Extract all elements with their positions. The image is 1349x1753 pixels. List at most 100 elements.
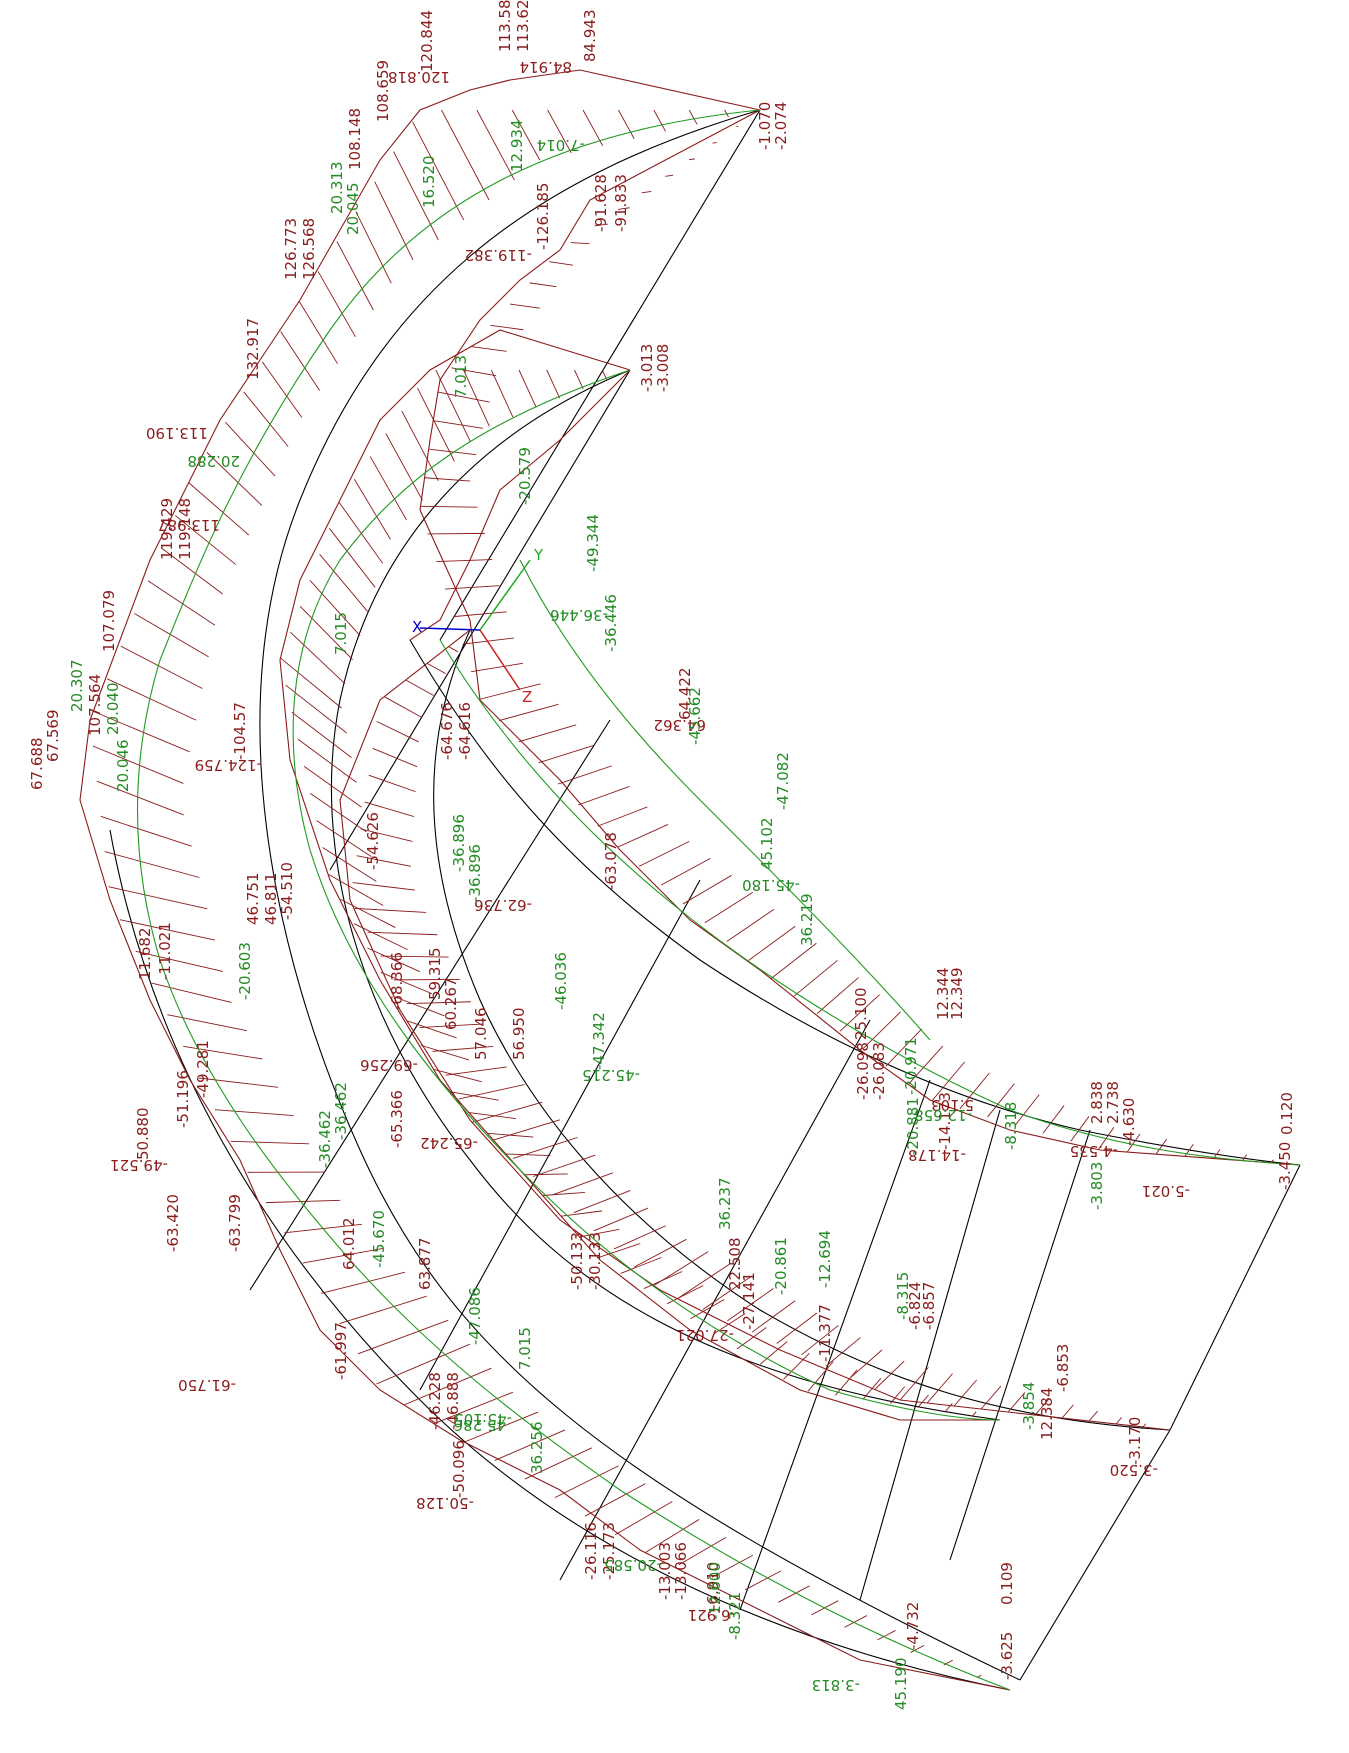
hatch-line [778,1585,810,1603]
value-label: -12.600 [706,1562,724,1620]
hatch-line [546,369,561,399]
hatch-line [593,1207,649,1232]
hatch-line [316,820,372,858]
axis-y-label: Y [533,546,544,564]
hatch-line [92,745,184,784]
value-label: -6.857 [920,1282,938,1330]
value-label: 132.917 [244,318,262,380]
hatch-line [877,1630,896,1641]
hatch-line [850,1349,883,1378]
hatch-line [711,1554,754,1578]
hatch-line [1070,1116,1090,1142]
value-label: 107.564 [86,674,104,736]
hatch-line [553,1172,613,1196]
hatch-line [100,815,192,847]
hatch-line [554,1465,619,1499]
value-label: -3.170 [1126,1417,1144,1465]
hatch-line [104,851,200,878]
hatch-line [135,950,223,972]
outer-arch [109,829,1011,1691]
hatch-line [328,874,384,906]
hatch-line [1007,1392,1026,1413]
hatch-line [944,1403,953,1413]
hatch-line [393,151,439,241]
hatch-line [617,207,630,210]
hatch-line [297,738,357,783]
hatch-line [435,369,471,442]
hatch-line [426,662,446,675]
value-label: -6.921 [688,1606,736,1624]
value-label: -12.658 [914,1106,972,1124]
hatch-line [577,785,630,806]
hatch-line [660,857,711,886]
hatch-line [926,1373,953,1404]
value-label: 126.568 [300,218,318,280]
moment-outline-inner2 [339,629,1171,1431]
hatch-line [1088,1410,1098,1422]
hatch-line [688,109,698,125]
value-label: 7.015 [332,612,350,655]
hatch-line [120,645,203,689]
hatch-line [427,532,485,535]
value-label: -3.854 [1020,1382,1038,1430]
hatch-line [573,1190,631,1214]
hatch-line [291,711,352,759]
value-label: 46.751 [244,873,262,926]
hatch-line [96,780,184,816]
value-label: -49.521 [110,1156,168,1174]
hatch-line [793,960,838,997]
hatch-line [751,1300,796,1333]
hatch-line [214,1109,294,1116]
value-label: 56.950 [510,1008,528,1061]
hatch-line [618,109,635,139]
value-label: 108.659 [374,60,392,122]
hatch-line [119,919,216,941]
value-label: 113.625 [514,0,532,52]
value-label: -20.881 [904,1097,922,1155]
value-label: 2.838 [1088,1081,1106,1124]
hatch-line [614,1501,673,1536]
hatch-line [108,886,208,910]
value-label: 36.219 [798,894,816,947]
value-label: -3.450 [1276,1142,1294,1190]
axis-x-label: X [412,618,422,636]
value-label: 64.362 [654,716,707,734]
hatch-line [338,502,384,564]
value-label: -3.803 [1088,1162,1106,1210]
hatch-line [654,1251,709,1286]
hatch-line [1042,1105,1065,1134]
hatch-line [106,678,197,721]
hatch-line [225,421,276,477]
value-label: 108.148 [346,108,364,170]
hatch-line [862,1378,882,1400]
value-label: -11.021 [156,922,174,980]
hatch-line [547,109,572,154]
hatch-line [424,477,471,482]
value-label: -26.083 [870,1042,888,1100]
hatch-line [899,1367,929,1401]
value-label: 64.422 [676,668,694,721]
hatch-line [404,1367,492,1406]
moment-outline-mid [279,329,1000,1421]
value-label: -13.003 [656,1542,674,1600]
hatch-line [405,679,434,696]
value-label: -45.105 [454,1410,512,1428]
hatch-line [151,982,232,1003]
value-label: -104.57 [231,702,249,760]
value-label: -4.732 [904,1602,922,1650]
hatch-line [712,142,717,144]
hatch-line [972,1411,977,1417]
hatch-line [368,774,416,793]
shear-arch-mid [292,369,1001,1421]
hatch-line [835,1369,858,1396]
brace-4 [419,879,701,1391]
brace-1 [439,109,761,641]
hatch-line [134,613,209,658]
hatch-line [597,1243,641,1259]
value-label: -36.896 [450,814,468,872]
hatch-line [380,955,449,958]
hatch-line [356,855,411,867]
hatch-line [412,121,465,221]
hatch-line [1142,1423,1147,1428]
